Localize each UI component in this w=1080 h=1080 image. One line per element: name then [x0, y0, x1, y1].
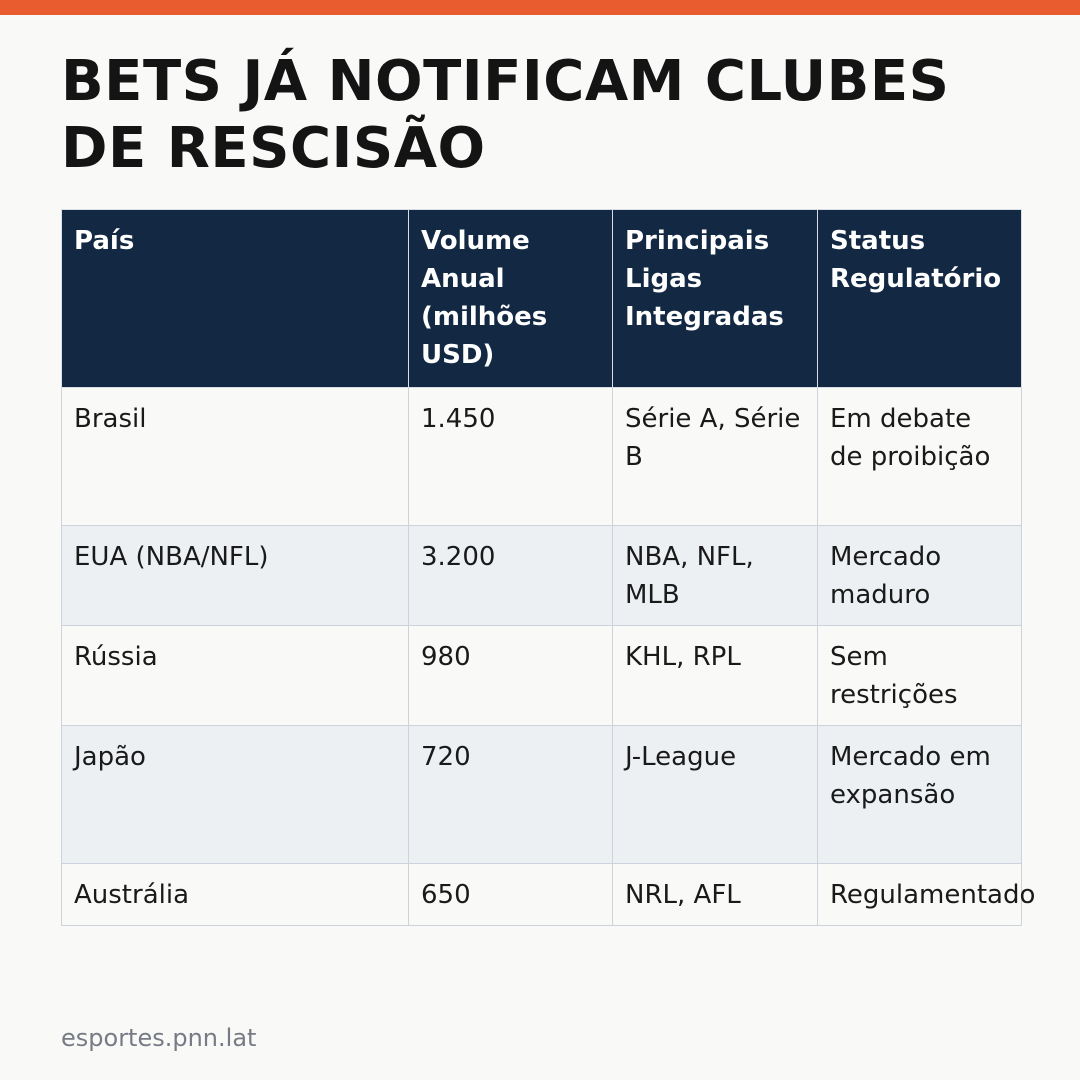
top-accent-bar [0, 0, 1080, 15]
betting-market-table: País Volume Anual (milhões USD) Principa… [61, 209, 1035, 926]
cell-leagues: Série A, Série B [612, 387, 818, 526]
cell-country: Rússia [61, 625, 409, 726]
cell-status: Regulamentado [817, 863, 1035, 926]
cell-volume: 650 [408, 863, 613, 926]
column-header-status: Status Regulatório [817, 209, 1022, 388]
table-row: Brasil 1.450 Série A, Série B Em debate … [61, 387, 1022, 526]
cell-volume: 720 [408, 725, 613, 864]
cell-leagues: NBA, NFL, MLB [612, 525, 818, 626]
cell-leagues: NRL, AFL [612, 863, 818, 926]
cell-country: Brasil [61, 387, 409, 526]
table-row: Rússia 980 KHL, RPL Sem restrições [61, 625, 1022, 726]
table-row: EUA (NBA/NFL) 3.200 NBA, NFL, MLB Mercad… [61, 525, 1022, 626]
table-row: Austrália 650 NRL, AFL Regulamentado [61, 863, 1035, 926]
cell-leagues: KHL, RPL [612, 625, 818, 726]
cell-status: Em debate de proibição [817, 387, 1022, 526]
cell-status: Sem restrições [817, 625, 1022, 726]
table-header-row: País Volume Anual (milhões USD) Principa… [61, 209, 1022, 388]
cell-leagues: J-League [612, 725, 818, 864]
column-header-country: País [61, 209, 409, 388]
cell-country: Japão [61, 725, 409, 864]
cell-volume: 1.450 [408, 387, 613, 526]
column-header-volume: Volume Anual (milhões USD) [408, 209, 613, 388]
column-header-leagues: Principais Ligas Integradas [612, 209, 818, 388]
source-footer: esportes.pnn.lat [61, 1024, 257, 1052]
cell-volume: 3.200 [408, 525, 613, 626]
headline: BETS JÁ NOTIFICAM CLUBES DE RESCISÃO [61, 49, 950, 181]
cell-country: Austrália [61, 863, 409, 926]
table-row: Japão 720 J-League Mercado em expansão [61, 725, 1022, 864]
cell-country: EUA (NBA/NFL) [61, 525, 409, 626]
cell-status: Mercado em expansão [817, 725, 1022, 864]
cell-volume: 980 [408, 625, 613, 726]
cell-status: Mercado maduro [817, 525, 1022, 626]
